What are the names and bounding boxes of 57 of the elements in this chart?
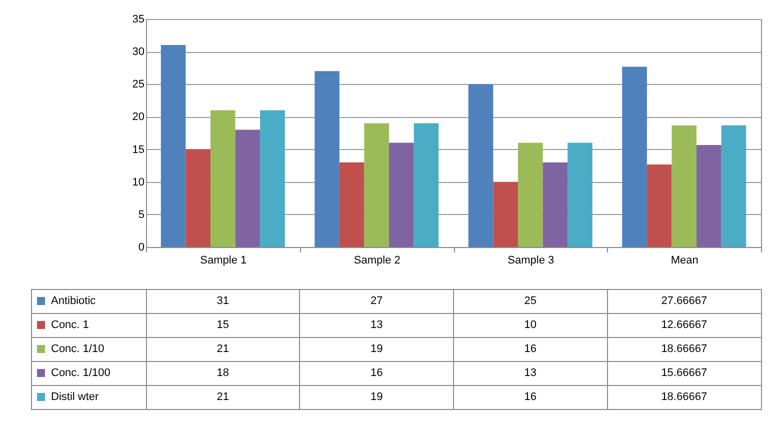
- x-tick-label: Sample 2: [354, 254, 400, 266]
- y-tick-label: 35: [132, 14, 144, 26]
- data-label: 13: [524, 367, 536, 379]
- data-label: 21: [216, 343, 229, 355]
- data-label: 16: [524, 343, 536, 355]
- bar: [622, 66, 647, 247]
- bar: [389, 142, 414, 247]
- bar: [260, 110, 285, 247]
- bar: [339, 162, 364, 247]
- bar: [542, 162, 568, 247]
- bar: [186, 149, 210, 247]
- y-tick-label: 30: [132, 46, 144, 58]
- data-label: 15: [216, 319, 229, 331]
- y-tick-label: 10: [132, 176, 144, 188]
- legend-label: Antibiotic: [51, 295, 96, 307]
- data-label: 10: [524, 319, 536, 331]
- data-label: 27: [370, 295, 383, 307]
- data-label: 12.66667: [661, 319, 708, 331]
- legend-label: Conc. 1: [51, 319, 89, 331]
- data-label: 16: [370, 367, 383, 379]
- legend-label: Distil wter: [51, 391, 100, 403]
- data-label: 18: [216, 367, 229, 379]
- x-tick-label: Mean: [670, 254, 698, 266]
- bar: [210, 110, 236, 247]
- bar: [314, 71, 340, 247]
- bar: [235, 130, 260, 247]
- y-tick-label: 20: [132, 111, 144, 124]
- data-label: 19: [370, 391, 383, 403]
- bar: [568, 142, 592, 247]
- bar: [364, 123, 390, 247]
- bar: [696, 144, 722, 247]
- data-label: 31: [216, 295, 229, 307]
- bar: [518, 142, 543, 247]
- bar: [672, 125, 697, 247]
- data-label: 27.66667: [661, 295, 708, 307]
- data-label: 16: [524, 391, 536, 403]
- legend-label: Conc. 1/100: [51, 367, 110, 379]
- bar: [646, 164, 672, 247]
- y-tick-label: 5: [138, 208, 144, 221]
- y-tick-label: 0: [138, 242, 144, 254]
- bar: [721, 125, 746, 247]
- data-label: 18.66667: [661, 343, 708, 355]
- bar: [414, 123, 439, 247]
- data-label: 15.66667: [661, 367, 708, 379]
- bar: [468, 84, 494, 247]
- data-label: 25: [524, 295, 536, 307]
- bar: [493, 182, 518, 247]
- x-tick-label: Sample 3: [508, 254, 554, 266]
- y-tick-label: 15: [132, 144, 144, 156]
- legend-label: Conc. 1/10: [51, 343, 104, 355]
- y-tick-label: 25: [132, 78, 144, 91]
- x-tick-label: Sample 1: [200, 254, 247, 266]
- data-label: 19: [370, 343, 383, 355]
- data-label: 13: [370, 319, 383, 331]
- data-label: 18.66667: [661, 391, 708, 403]
- data-label: 21: [216, 391, 229, 403]
- bar: [160, 45, 186, 247]
